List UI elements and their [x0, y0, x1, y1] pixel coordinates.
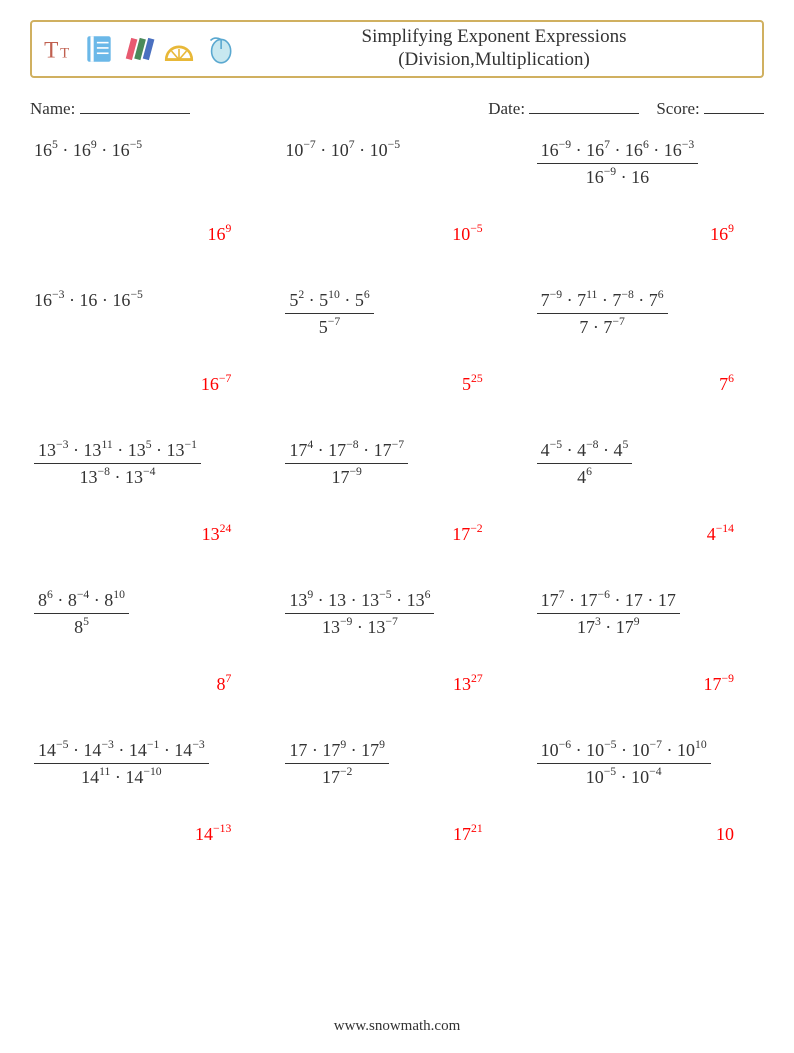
title-line-1: Simplifying Exponent Expressions [236, 26, 752, 49]
denominator: 5−7 [285, 314, 373, 338]
denominator: 13−8 · 13−4 [34, 464, 201, 488]
toolbar-icons: TT [42, 32, 236, 66]
numerator: 7−9 · 711 · 7−8 · 76 [537, 289, 668, 314]
expression: 10−7 · 107 · 10−5 [285, 140, 400, 160]
name-blank[interactable] [80, 96, 190, 114]
header-bar: TT Simplifying Exponent Expressions (Div… [30, 20, 764, 78]
fraction: 7−9 · 711 · 7−8 · 767 · 7−7 [537, 289, 668, 338]
denominator: 16−9 · 16 [537, 164, 699, 188]
fraction: 86 · 8−4 · 81085 [34, 589, 129, 638]
pencils-icon [122, 32, 156, 66]
denominator: 17−2 [285, 764, 389, 788]
date-label: Date: [488, 99, 525, 118]
denominator: 1411 · 14−10 [34, 764, 209, 788]
answer: 4−14 [707, 523, 734, 545]
problem-cell: 17 · 179 · 17917−21721 [281, 739, 512, 819]
answer: 10 [716, 824, 734, 845]
answer: 17−2 [452, 523, 482, 545]
denominator: 46 [537, 464, 633, 488]
problem-cell: 86 · 8−4 · 8108587 [30, 589, 261, 669]
score-blank[interactable] [704, 96, 764, 114]
problem-cell: 10−7 · 107 · 10−510−5 [281, 139, 512, 219]
numerator: 174 · 17−8 · 17−7 [285, 439, 408, 464]
numerator: 139 · 13 · 13−5 · 136 [285, 589, 434, 614]
answer: 1327 [453, 673, 483, 695]
denominator: 10−5 · 10−4 [537, 764, 711, 788]
numerator: 4−5 · 4−8 · 45 [537, 439, 633, 464]
fraction: 139 · 13 · 13−5 · 13613−9 · 13−7 [285, 589, 434, 638]
answer: 87 [216, 673, 231, 695]
svg-text:T: T [60, 46, 69, 62]
expression: 165 · 169 · 16−5 [34, 140, 142, 160]
text-tool-icon: TT [42, 32, 76, 66]
numerator: 86 · 8−4 · 810 [34, 589, 129, 614]
answer: 169 [710, 223, 734, 245]
fraction: 17 · 179 · 17917−2 [285, 739, 389, 788]
protractor-icon [162, 32, 196, 66]
title-line-2: (Division,Multiplication) [236, 49, 752, 72]
problem-cell: 4−5 · 4−8 · 45464−14 [533, 439, 764, 519]
fraction: 16−9 · 167 · 166 · 16−316−9 · 16 [537, 139, 699, 188]
denominator: 7 · 7−7 [537, 314, 668, 338]
numerator: 16−9 · 167 · 166 · 16−3 [537, 139, 699, 164]
problem-cell: 13−3 · 1311 · 135 · 13−113−8 · 13−41324 [30, 439, 261, 519]
numerator: 10−6 · 10−5 · 10−7 · 1010 [537, 739, 711, 764]
problem-cell: 7−9 · 711 · 7−8 · 767 · 7−776 [533, 289, 764, 369]
problem-cell: 177 · 17−6 · 17 · 17173 · 17917−9 [533, 589, 764, 669]
problem-cell: 52 · 510 · 565−7525 [281, 289, 512, 369]
worksheet-title: Simplifying Exponent Expressions (Divisi… [236, 26, 752, 72]
svg-text:T: T [44, 38, 58, 64]
answer: 17−9 [704, 673, 734, 695]
denominator: 13−9 · 13−7 [285, 614, 434, 638]
worksheet-page: { "colors":{"border":"#d0b060","answer":… [0, 0, 794, 1053]
fraction: 174 · 17−8 · 17−717−9 [285, 439, 408, 488]
problem-cell: 16−9 · 167 · 166 · 16−316−9 · 16169 [533, 139, 764, 219]
problem-cell: 14−5 · 14−3 · 14−1 · 14−31411 · 14−1014−… [30, 739, 261, 819]
answer: 1721 [453, 823, 483, 845]
date-blank[interactable] [529, 96, 639, 114]
numerator: 14−5 · 14−3 · 14−1 · 14−3 [34, 739, 209, 764]
notebook-icon [82, 32, 116, 66]
answer: 76 [719, 373, 734, 395]
problems-grid: 165 · 169 · 16−516910−7 · 107 · 10−510−5… [30, 139, 764, 819]
mouse-icon [202, 32, 236, 66]
numerator: 52 · 510 · 56 [285, 289, 373, 314]
denominator: 85 [34, 614, 129, 638]
denominator: 173 · 179 [537, 614, 680, 638]
problem-cell: 16−3 · 16 · 16−516−7 [30, 289, 261, 369]
answer: 1324 [202, 523, 232, 545]
problem-cell: 174 · 17−8 · 17−717−917−2 [281, 439, 512, 519]
name-label: Name: [30, 99, 75, 118]
score-label: Score: [656, 99, 699, 118]
numerator: 17 · 179 · 179 [285, 739, 389, 764]
answer: 169 [207, 223, 231, 245]
denominator: 17−9 [285, 464, 408, 488]
answer: 10−5 [452, 223, 482, 245]
numerator: 13−3 · 1311 · 135 · 13−1 [34, 439, 201, 464]
answer: 525 [462, 373, 483, 395]
meta-row: Name: Date: Score: [30, 96, 764, 119]
footer-url: www.snowmath.com [0, 1018, 794, 1035]
fraction: 177 · 17−6 · 17 · 17173 · 179 [537, 589, 680, 638]
fraction: 14−5 · 14−3 · 14−1 · 14−31411 · 14−10 [34, 739, 209, 788]
problem-cell: 139 · 13 · 13−5 · 13613−9 · 13−71327 [281, 589, 512, 669]
expression: 16−3 · 16 · 16−5 [34, 290, 143, 310]
fraction: 4−5 · 4−8 · 4546 [537, 439, 633, 488]
numerator: 177 · 17−6 · 17 · 17 [537, 589, 680, 614]
fraction: 13−3 · 1311 · 135 · 13−113−8 · 13−4 [34, 439, 201, 488]
fraction: 52 · 510 · 565−7 [285, 289, 373, 338]
answer: 14−13 [195, 823, 231, 845]
problem-cell: 165 · 169 · 16−5169 [30, 139, 261, 219]
problem-cell: 10−6 · 10−5 · 10−7 · 101010−5 · 10−410 [533, 739, 764, 819]
answer: 16−7 [201, 373, 231, 395]
fraction: 10−6 · 10−5 · 10−7 · 101010−5 · 10−4 [537, 739, 711, 788]
